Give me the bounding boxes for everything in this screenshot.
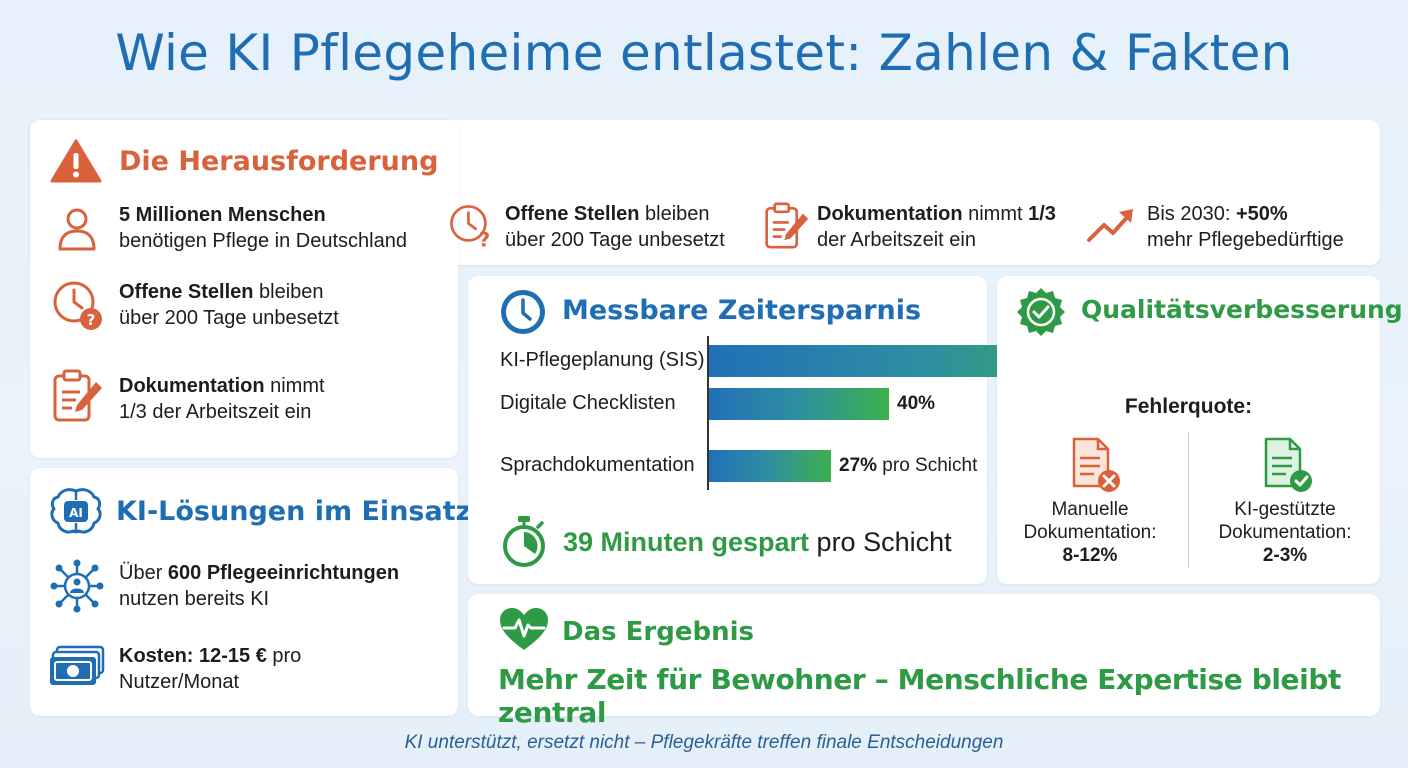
vacancies-bold: Offene Stellen — [119, 281, 254, 303]
solutions-heading: KI-Lösungen im Einsatz — [116, 496, 472, 527]
summary-bold: 39 Minuten gespart — [563, 527, 810, 557]
clipboard-icon — [53, 369, 102, 422]
top-item-vacancies: Offene Stellen bleiben über 200 Tage unb… — [505, 201, 725, 253]
result-card — [468, 594, 1380, 716]
top-vacancies-text2: über 200 Tage unbesetzt — [505, 229, 725, 251]
person-icon — [58, 208, 96, 251]
costs-bold: Kosten: 12-15 € — [119, 645, 267, 667]
warning-icon — [50, 139, 102, 183]
ai-doc-line2: Dokumentation: — [1218, 522, 1352, 543]
forecast-text2: mehr Pflegebedürftige — [1147, 229, 1344, 251]
ai-doc-value: 2-3% — [1262, 545, 1308, 566]
footer-note: KI unterstützt, ersetzt nicht – Pflegekr… — [404, 732, 1004, 753]
document-error-icon — [1072, 437, 1120, 492]
top-vacancies-bold: Offene Stellen — [505, 203, 640, 225]
vacancies-text2: über 200 Tage unbesetzt — [119, 307, 339, 329]
quality-heading: Qualitätsverbesserung — [1081, 295, 1403, 324]
forecast-bold: +50% — [1235, 203, 1288, 225]
challenge-item-vacancies: Offene Stellen bleiben über 200 Tage unb… — [119, 279, 339, 331]
verified-badge-icon — [1017, 288, 1065, 336]
network-people-icon — [50, 559, 104, 613]
top-doc-text2: der Arbeitszeit ein — [817, 229, 976, 251]
challenge-item-people: 5 Millionen Menschen benötigen Pflege in… — [119, 202, 407, 254]
challenge-item-documentation: Dokumentation nimmt 1/3 der Arbeitszeit … — [119, 373, 325, 425]
challenge-card-left — [30, 120, 458, 458]
trend-up-icon — [1087, 209, 1133, 242]
top-doc-bold: Dokumentation — [817, 203, 963, 225]
clipboard-icon — [765, 202, 809, 249]
clock-icon — [501, 290, 545, 334]
manual-doc-line2: Dokumentation: — [1023, 522, 1157, 543]
svg-text:?: ? — [87, 311, 96, 329]
manual-doc-block: Manuelle Dokumentation: 8-12% — [1005, 498, 1175, 567]
challenge-heading: Die Herausforderung — [119, 146, 439, 177]
top-doc-bold2: 1/3 — [1028, 203, 1056, 225]
heart-pulse-icon — [500, 608, 548, 650]
result-text: Mehr Zeit für Bewohner – Menschliche Exp… — [498, 663, 1341, 729]
summary-rest: pro Schicht — [809, 527, 952, 557]
clock-question-icon: ? — [450, 205, 490, 252]
forecast-text1: Bis 2030: — [1147, 203, 1236, 225]
stopwatch-icon — [503, 516, 545, 567]
manual-doc-value: 8-12% — [1062, 545, 1118, 566]
solutions-item-costs: Kosten: 12-15 € pro Nutzer/Monat — [119, 643, 301, 695]
quality-divider — [1188, 432, 1189, 568]
costs-text1: pro — [266, 645, 302, 667]
costs-text2: Nutzer/Monat — [119, 671, 240, 693]
ai-brain-icon: AI — [50, 488, 102, 534]
top-doc-text1: nimmt — [962, 203, 1029, 225]
facilities-bold: 600 Pflegeeinrichtungen — [167, 562, 400, 584]
time-savings-heading: Messbare Zeitersparnis — [562, 295, 922, 326]
document-check-icon — [1264, 437, 1312, 492]
vacancies-text1: bleiben — [253, 281, 324, 303]
top-vacancies-text1: bleiben — [639, 203, 710, 225]
result-heading: Das Ergebnis — [562, 617, 754, 647]
money-icon — [50, 645, 105, 685]
time-savings-card — [468, 276, 987, 584]
manual-doc-line1: Manuelle — [1051, 499, 1129, 520]
solutions-card — [30, 468, 458, 716]
people-count: 5 Millionen Menschen — [119, 204, 326, 226]
facilities-text2: nutzen bereits KI — [119, 588, 270, 610]
top-item-forecast: Bis 2030: +50% mehr Pflegebedürftige — [1147, 201, 1344, 253]
error-rate-label: Fehlerquote: — [1124, 395, 1253, 418]
time-savings-summary: 39 Minuten gespart pro Schicht — [563, 527, 952, 558]
page-title: Wie KI Pflegeheime entlastet: Zahlen & F… — [115, 24, 1293, 82]
ai-doc-block: KI-gestützte Dokumentation: 2-3% — [1200, 498, 1370, 567]
doc-text1: nimmt — [264, 375, 325, 397]
ai-doc-line1: KI-gestützte — [1234, 499, 1336, 520]
doc-text2: 1/3 der Arbeitszeit ein — [119, 401, 312, 423]
solutions-item-facilities: Über 600 Pflegeeinrichtungen nutzen bere… — [119, 560, 399, 612]
ai-brain-label: AI — [69, 506, 83, 520]
doc-bold: Dokumentation — [119, 375, 265, 397]
clock-question-icon: ? — [53, 281, 102, 330]
top-item-documentation: Dokumentation nimmt 1/3 der Arbeitszeit … — [817, 201, 1056, 253]
facilities-text1: Über — [119, 562, 168, 584]
svg-text:?: ? — [479, 229, 490, 252]
people-text: benötigen Pflege in Deutschland — [119, 230, 407, 252]
